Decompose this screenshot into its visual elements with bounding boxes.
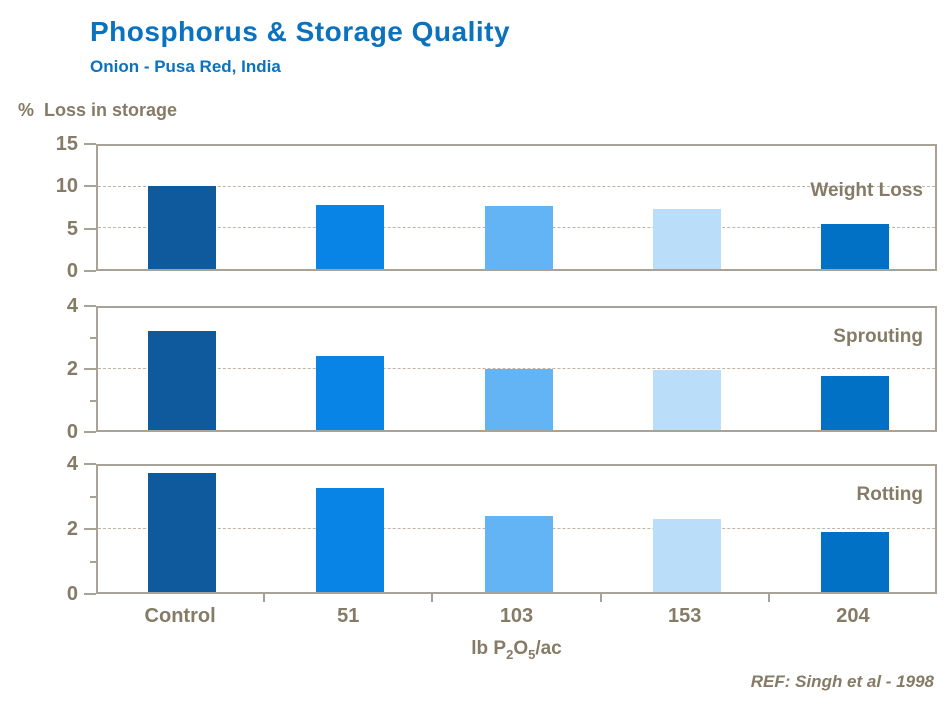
y-tick-label: 0 xyxy=(66,421,78,443)
chart-subtitle: Onion - Pusa Red, India xyxy=(90,57,281,76)
y-tick-mark xyxy=(84,593,96,595)
y-tick-mark xyxy=(84,185,96,188)
x-axis-title-part: O xyxy=(513,638,529,659)
bar-103-rotting xyxy=(484,515,553,592)
x-category-label-control: Control xyxy=(144,605,216,627)
y-axis-title: % Loss in storage xyxy=(18,100,178,120)
bar-153-rotting xyxy=(652,518,721,592)
y-tick-label: 0 xyxy=(66,260,78,282)
chart-panel-rotting: Rotting xyxy=(96,464,937,594)
x-axis-title-part: /ac xyxy=(535,638,562,659)
y-tick-label: 2 xyxy=(66,518,78,540)
bar-204-rotting xyxy=(820,531,889,592)
reference-citation: REF: Singh et al - 1998 xyxy=(750,672,934,691)
x-axis-title-subscript: 5 xyxy=(528,646,536,662)
y-tick-label: 5 xyxy=(66,217,78,240)
chart-panel-weight-loss: Weight Loss xyxy=(96,144,937,271)
x-tick-mark xyxy=(431,594,434,602)
bar-control-rotting xyxy=(148,473,217,592)
x-axis-category-labels: Control 51 103 153 204 xyxy=(96,605,937,628)
y-tick-mark xyxy=(84,431,96,433)
panel-label-sprouting: Sprouting xyxy=(833,326,923,347)
x-category-label-51: 51 xyxy=(337,605,360,627)
panel-label-weight-loss: Weight Loss xyxy=(810,180,923,201)
chart-panel-sprouting: Sprouting xyxy=(96,306,937,432)
y-tick-mark xyxy=(84,528,96,530)
x-tick-mark xyxy=(263,594,266,602)
bar-51-weight-loss xyxy=(316,204,385,269)
bar-51-sprouting xyxy=(316,355,385,430)
y-tick-label: 0 xyxy=(66,583,78,605)
y-tick-mark xyxy=(84,270,96,272)
x-axis-title: lb P2O5/ac xyxy=(96,638,937,662)
y-tick-mark xyxy=(84,227,96,230)
x-tick-mark xyxy=(599,594,602,602)
y-minor-tick-mark xyxy=(90,336,97,339)
x-category-label-103: 103 xyxy=(499,605,534,627)
bar-103-sprouting xyxy=(484,368,553,430)
gridline-2 xyxy=(98,368,935,369)
y-tick-mark xyxy=(84,305,96,307)
y-tick-mark xyxy=(84,143,96,145)
y-tick-label: 4 xyxy=(66,453,78,475)
x-tick-mark xyxy=(767,594,770,602)
y-tick-label: 2 xyxy=(66,358,78,380)
y-tick-mark xyxy=(84,368,96,370)
x-category-label-204: 204 xyxy=(836,605,870,627)
y-minor-tick-mark xyxy=(90,560,97,563)
y-minor-tick-mark xyxy=(90,495,97,498)
chart-title: Phosphorus & Storage Quality xyxy=(90,16,511,47)
x-axis-title-part: lb P xyxy=(471,638,507,659)
y-tick-label: 4 xyxy=(66,295,78,317)
bar-204-sprouting xyxy=(820,376,889,430)
y-tick-label: 10 xyxy=(55,175,78,198)
bar-51-rotting xyxy=(316,488,385,592)
bar-control-weight-loss xyxy=(148,186,217,269)
bar-103-weight-loss xyxy=(484,206,553,269)
bar-153-sprouting xyxy=(652,370,721,430)
y-minor-tick-mark xyxy=(90,399,97,402)
x-category-label-153: 153 xyxy=(668,605,702,627)
panel-label-rotting: Rotting xyxy=(856,484,923,505)
x-axis-title-subscript: 2 xyxy=(506,646,514,662)
bar-153-weight-loss xyxy=(652,208,721,269)
bar-control-sprouting xyxy=(148,330,217,430)
y-tick-label: 15 xyxy=(55,133,78,155)
gridline-10 xyxy=(98,186,935,187)
y-tick-mark xyxy=(84,463,96,465)
bar-204-weight-loss xyxy=(820,224,889,269)
